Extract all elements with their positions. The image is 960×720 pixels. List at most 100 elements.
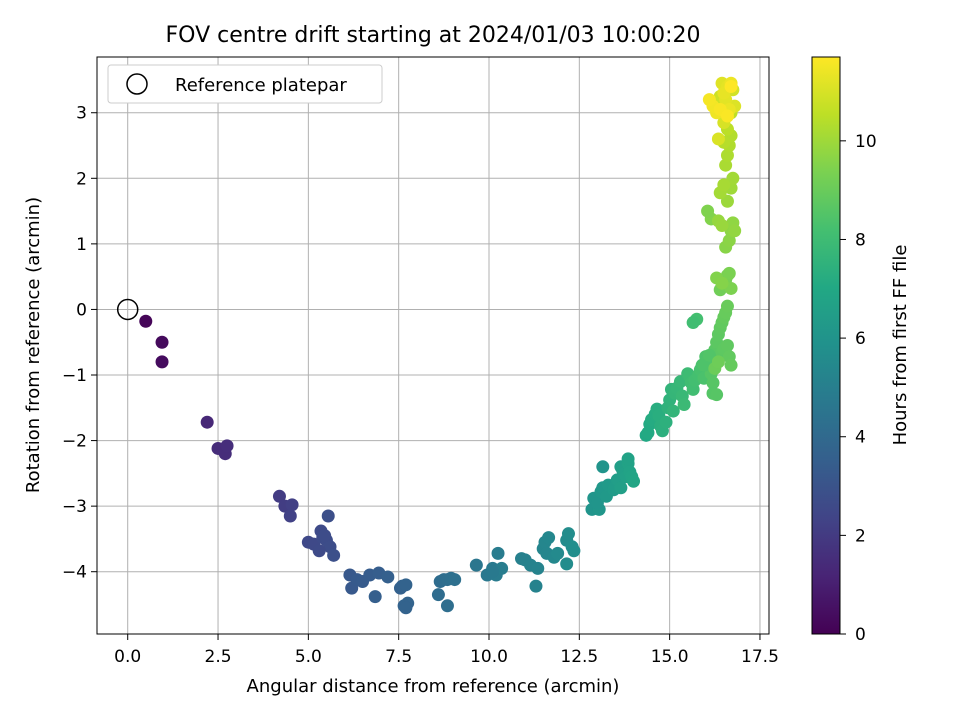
scatter-point — [720, 109, 734, 123]
plot-frame — [96, 56, 770, 635]
scatter-point — [720, 148, 734, 162]
scatter-point — [399, 601, 413, 615]
x-tick-label: 0.0 — [114, 647, 141, 667]
scatter-point — [697, 358, 711, 372]
scatter-point — [659, 415, 673, 429]
scatter-point — [531, 561, 545, 575]
scatter-point — [440, 599, 454, 613]
colorbar-tick-label: 10 — [855, 132, 877, 152]
scatter-point — [486, 565, 500, 579]
reference-platepar-marker — [116, 298, 139, 321]
colorbar-tick-label: 8 — [855, 230, 866, 250]
scatter-point — [724, 358, 738, 372]
scatter-point — [710, 388, 724, 402]
scatter-point — [722, 234, 736, 248]
scatter-point — [724, 80, 738, 94]
scatter-point — [666, 404, 680, 418]
y-tick-label: −3 — [62, 497, 87, 517]
scatter-point — [381, 570, 395, 584]
scatter-point — [318, 529, 332, 543]
x-tick-label: 15.0 — [651, 647, 689, 667]
scatter-point — [677, 398, 691, 412]
y-tick-label: 1 — [76, 235, 87, 255]
y-tick-label: 2 — [76, 169, 87, 189]
scatter-point — [719, 158, 733, 172]
scatter-point — [596, 460, 610, 474]
scatter-point — [200, 415, 214, 429]
legend-marker-icon — [126, 73, 148, 95]
colorbar: 0 2 4 6 8 10 Hours from first FF file — [811, 56, 911, 645]
scatter-point — [701, 204, 715, 218]
colorbar-label: Hours from first FF file — [890, 245, 911, 446]
y-tick-label: 0 — [76, 300, 87, 320]
x-axis-ticks: 0.0 2.5 5.0 7.5 10.0 12.5 15.0 17.5 — [114, 634, 779, 667]
x-tick-label: 2.5 — [205, 647, 232, 667]
scatter-point — [717, 178, 731, 192]
y-axis-label: Rotation from reference (arcmin) — [23, 197, 44, 493]
scatter-point — [368, 590, 382, 604]
x-tick-label: 10.0 — [470, 647, 508, 667]
scatter-point — [706, 376, 720, 390]
scatter-point — [722, 266, 736, 280]
grid — [97, 57, 769, 634]
scatter-point — [327, 548, 341, 562]
scatter-point — [139, 314, 153, 328]
scatter-points — [139, 76, 742, 615]
y-tick-label: 3 — [76, 104, 87, 124]
y-tick-label: −2 — [62, 432, 87, 452]
scatter-point — [720, 299, 734, 313]
scatter-point — [220, 439, 234, 453]
scatter-point — [155, 335, 169, 349]
y-tick-label: −4 — [62, 563, 87, 583]
scatter-point — [272, 489, 286, 503]
y-axis-ticks: −4 −3 −2 −1 0 1 2 3 — [62, 104, 97, 583]
x-tick-label: 5.0 — [295, 647, 322, 667]
scatter-point — [711, 132, 725, 146]
scatter-point — [702, 348, 716, 362]
scatter-point — [728, 224, 742, 238]
legend: Reference platepar — [107, 64, 383, 104]
x-tick-label: 7.5 — [385, 647, 412, 667]
scatter-point — [702, 93, 716, 107]
scatter-point — [285, 498, 299, 512]
scatter-point — [590, 496, 604, 510]
y-tick-label: −1 — [62, 366, 87, 386]
scatter-point — [715, 276, 729, 290]
scatter-point — [711, 355, 725, 369]
scatter-point — [542, 531, 556, 545]
scatter-point — [614, 481, 628, 495]
colorbar-tick-label: 2 — [855, 526, 866, 546]
colorbar-tick-label: 6 — [855, 329, 866, 349]
scatter-point — [715, 219, 729, 233]
scatter-point — [567, 544, 581, 558]
scatter-point — [399, 578, 413, 592]
scatter-point — [529, 579, 543, 593]
scatter-point — [621, 452, 635, 466]
scatter-point — [469, 558, 483, 572]
scatter-point — [491, 546, 505, 560]
x-axis-label: Angular distance from reference (arcmin) — [247, 676, 620, 697]
scatter-point — [560, 557, 574, 571]
scatter-point — [686, 316, 700, 330]
x-tick-label: 17.5 — [741, 647, 779, 667]
scatter-point — [283, 509, 297, 523]
chart-title: FOV centre drift starting at 2024/01/03 … — [166, 23, 701, 48]
scatter-point — [627, 474, 641, 488]
scatter-point — [561, 527, 575, 541]
scatter-point — [155, 355, 169, 369]
colorbar-tick-label: 0 — [855, 625, 866, 645]
scatter-point — [551, 546, 565, 560]
colorbar-ticks: 0 2 4 6 8 10 — [840, 132, 877, 645]
legend-label: Reference platepar — [175, 75, 347, 96]
x-tick-label: 12.5 — [560, 647, 598, 667]
legend-box — [107, 64, 383, 104]
colorbar-tick-label: 4 — [855, 428, 866, 448]
scatter-point — [431, 588, 445, 602]
scatter-point — [312, 544, 326, 558]
scatter-point — [720, 194, 734, 208]
scatter-point — [321, 509, 335, 523]
scatter-point — [448, 573, 462, 587]
scatter-point — [720, 339, 734, 352]
scatter-point — [726, 171, 740, 185]
